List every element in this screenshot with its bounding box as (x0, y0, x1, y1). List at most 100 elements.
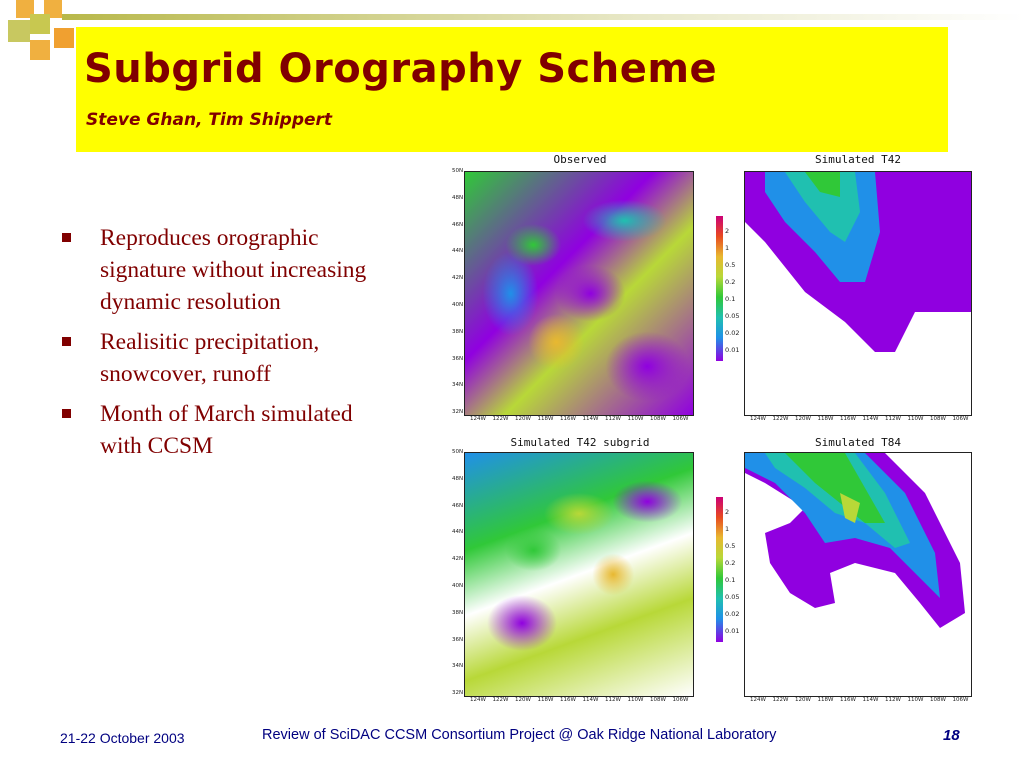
lon-tick-label: 122W (492, 697, 509, 703)
lon-tick-label: 114W (582, 697, 599, 703)
lat-tick-label: 34N (452, 663, 464, 670)
bullet-text: Realisitic precipitation, snowcover, run… (100, 329, 320, 387)
panel-title-sim-t42-subgrid: Simulated T42 subgrid (510, 436, 650, 449)
bullet-item: Reproduces orographic signature without … (62, 222, 392, 318)
footer-date: 21-22 October 2003 (60, 730, 185, 746)
lon-tick-label: 108W (650, 416, 666, 422)
lat-tick-label: 48N (452, 194, 464, 201)
lat-tick-label: 46N (452, 502, 464, 509)
colorbar-label: 0.02 (725, 610, 740, 618)
lon-tick-label: 108W (930, 416, 946, 422)
corner-decoration (0, 0, 80, 60)
colorbar-label: 0.1 (725, 295, 736, 303)
colorbar-label: 1 (725, 525, 730, 533)
lon-tick-label: 112W (605, 416, 621, 422)
colorbar-label: 0.01 (725, 346, 740, 354)
bullet-square-icon (62, 233, 71, 242)
bullet-square-icon (62, 409, 71, 418)
lon-tick-label: 116W (560, 416, 576, 422)
lon-tick-label: 114W (862, 697, 879, 703)
colorbar-label: 0.05 (725, 312, 740, 320)
lon-tick-label: 116W (560, 697, 576, 703)
colorbar-label: 0.5 (725, 261, 736, 269)
lon-tick-label: 122W (772, 416, 789, 422)
lon-tick-label: 110W (907, 416, 924, 422)
panel-title-sim-t42: Simulated T42 (814, 153, 902, 166)
lon-tick-label: 108W (650, 697, 666, 703)
colorbar-top (716, 216, 723, 361)
lat-tick-label: 42N (452, 556, 464, 563)
lon-tick-label: 122W (772, 697, 789, 703)
lat-tick-label: 44N (452, 248, 464, 255)
lon-tick-label: 118W (537, 416, 554, 422)
lon-tick-label: 120W (515, 416, 531, 422)
lat-tick-label: 44N (452, 529, 464, 536)
bullet-square-icon (62, 337, 71, 346)
lat-tick-label: 46N (452, 221, 464, 228)
lon-tick-label: 106W (952, 697, 969, 703)
top-rule (62, 14, 1024, 20)
lon-tick-label: 124W (470, 416, 486, 422)
slide-title: Subgrid Orography Scheme (84, 46, 718, 92)
bullet-text: Month of March simulated with CCSM (100, 401, 353, 459)
map-sim-t84 (744, 452, 972, 697)
lon-tick-label: 114W (582, 416, 599, 422)
lon-tick-label: 112W (885, 697, 901, 703)
colorbar-label: 0.1 (725, 576, 736, 584)
lon-tick-label: 118W (537, 697, 554, 703)
lat-tick-label: 32N (452, 690, 464, 697)
map-observed (464, 171, 694, 416)
lon-tick-label: 124W (750, 416, 766, 422)
lat-tick-label: 38N (452, 609, 464, 616)
colorbar-label: 0.01 (725, 627, 740, 635)
lon-tick-label: 110W (627, 416, 644, 422)
lon-tick-label: 108W (930, 697, 946, 703)
colorbar-label: 0.2 (725, 559, 736, 567)
lon-tick-label: 122W (492, 416, 509, 422)
map-sim-t42-subgrid (464, 452, 694, 697)
colorbar-label: 0.02 (725, 329, 740, 337)
lat-tick-label: 34N (452, 382, 464, 389)
lon-tick-label: 112W (605, 697, 621, 703)
lon-tick-label: 120W (795, 697, 811, 703)
lat-tick-label: 32N (452, 409, 464, 416)
colorbar-label: 0.5 (725, 542, 736, 550)
lon-tick-label: 116W (840, 416, 856, 422)
lon-tick-label: 110W (627, 697, 644, 703)
lon-tick-label: 124W (750, 697, 766, 703)
lat-tick-label: 36N (452, 636, 464, 643)
lon-tick-label: 106W (672, 416, 689, 422)
title-box (76, 27, 948, 152)
lon-tick-label: 120W (795, 416, 811, 422)
lon-tick-label: 106W (952, 416, 969, 422)
footer-center: Review of SciDAC CCSM Consortium Project… (262, 727, 777, 743)
colorbar-label: 0.05 (725, 593, 740, 601)
bullet-item: Realisitic precipitation, snowcover, run… (62, 326, 392, 390)
lat-tick-label: 38N (452, 328, 464, 335)
colorbar-label: 2 (725, 508, 730, 516)
page-number: 18 (943, 727, 960, 744)
lon-tick-label: 124W (470, 697, 486, 703)
bullet-text: Reproduces orographic signature without … (100, 225, 367, 315)
slide-subtitle: Steve Ghan, Tim Shippert (86, 110, 333, 130)
lat-tick-label: 42N (452, 275, 464, 282)
colorbar-label: 2 (725, 227, 730, 235)
panel-title-sim-t84: Simulated T84 (814, 436, 902, 449)
lat-tick-label: 40N (452, 302, 464, 308)
lat-tick-label: 50N (452, 449, 464, 455)
lon-tick-label: 120W (515, 697, 531, 703)
lat-tick-label: 36N (452, 355, 464, 362)
colorbar-label: 0.2 (725, 278, 736, 286)
map-sim-t42 (744, 171, 972, 416)
colorbar-bottom (716, 497, 723, 642)
panel-title-observed: Observed (553, 153, 607, 166)
lon-tick-label: 116W (840, 697, 856, 703)
bullet-list: Reproduces orographic signature without … (62, 222, 392, 470)
lat-tick-label: 50N (452, 168, 464, 174)
bullet-item: Month of March simulated with CCSM (62, 398, 392, 462)
lon-tick-label: 112W (885, 416, 901, 422)
lon-tick-label: 114W (862, 416, 879, 422)
lat-tick-label: 40N (452, 583, 464, 589)
lon-tick-label: 110W (907, 697, 924, 703)
lat-tick-label: 48N (452, 475, 464, 482)
